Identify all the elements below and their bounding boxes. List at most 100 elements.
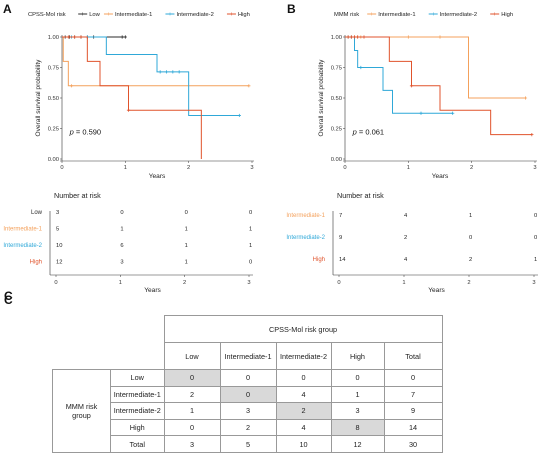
risk-value: 9	[339, 235, 342, 241]
crosstab-cell: 7	[384, 386, 442, 403]
censor-mark	[362, 35, 365, 38]
x-tick-label: 0	[60, 165, 63, 171]
y-tick-label: 0.50	[48, 96, 59, 102]
crosstab-cell: 4	[276, 419, 331, 436]
crosstab-corner	[53, 316, 111, 343]
crosstab-cell: 0	[331, 370, 384, 387]
x-tick-label: 3	[533, 165, 536, 171]
risk-value: 0	[120, 210, 123, 216]
risk-row-label: Intermediate-2	[3, 243, 42, 249]
x-axis-title: Years	[149, 173, 166, 180]
crosstab-blank	[53, 343, 111, 370]
risk-x-tick-label: 1	[119, 280, 122, 286]
km-plot-a: CPSS-Mol risk + Low + Intermediate-1 + Interme…	[28, 12, 254, 180]
crosstab-table: CPSS-Mol risk group Low Intermediate-1 I…	[52, 315, 443, 453]
legend-entry: Low	[89, 12, 100, 18]
km-figure: A CPSS-Mol risk + Low + Intermediate-1 + Inter…	[0, 0, 550, 300]
crosstab-cell: 9	[384, 403, 442, 420]
legend-swatch-plus: +	[107, 12, 111, 18]
crosstab-header-row: Low Intermediate-1 Intermediate-2 High T…	[53, 343, 443, 370]
risk-x-tick-label: 3	[247, 280, 250, 286]
y-tick-label: 0.75	[48, 66, 59, 72]
censor-mark	[410, 84, 413, 87]
censor-mark	[359, 66, 362, 69]
crosstab-row-label: Intermediate-2	[111, 403, 165, 420]
crosstab-row-group: MMM risk group	[53, 370, 111, 453]
risk-value: 0	[534, 213, 537, 219]
risk-row-label: Intermediate-2	[286, 235, 325, 241]
risk-value: 1	[469, 213, 472, 219]
risk-value: 10	[56, 243, 62, 249]
crosstab-cell: 14	[384, 419, 442, 436]
risk-value: 12	[56, 260, 62, 266]
risk-value: 5	[56, 227, 59, 233]
crosstab-cell-diagonal: 0	[164, 370, 220, 387]
crosstab-cell: 3	[331, 403, 384, 420]
crosstab-row: Total 3 5 10 12 30	[53, 436, 443, 453]
x-tick-label: 0	[343, 165, 346, 171]
risk-value: 1	[534, 257, 537, 263]
risk-x-tick-label: 0	[54, 280, 57, 286]
crosstab-col-header: Intermediate-2	[276, 343, 331, 370]
censor-mark	[350, 35, 353, 38]
crosstab-cell-diagonal: 8	[331, 419, 384, 436]
risk-value: 0	[469, 235, 472, 241]
risk-table-b: Number at riskIntermediate-1 7 4 1 0Intermed…	[286, 191, 538, 294]
crosstab-cell: 3	[220, 403, 276, 420]
x-tick-label: 1	[124, 165, 127, 171]
y-tick-label: 0.50	[331, 96, 342, 102]
risk-x-axis-title: Years	[428, 287, 445, 294]
crosstab-cell: 0	[384, 370, 442, 387]
censor-mark	[73, 35, 76, 38]
risk-value: 7	[339, 213, 342, 219]
y-tick-label: 0.00	[331, 157, 342, 163]
risk-table-a: Number at risk Low 3 0 0 0 Intermediate-1 5 1 1 1 I…	[3, 191, 253, 294]
risk-x-tick-label: 1	[402, 280, 405, 286]
crosstab-row: Intermediate-2 1 3 2 3 9	[53, 403, 443, 420]
crosstab-row-label: Intermediate-1	[111, 386, 165, 403]
y-tick-label: 1.00	[331, 35, 342, 41]
crosstab-cell-diagonal: 0	[220, 386, 276, 403]
risk-value: 3	[120, 260, 123, 266]
y-tick-label: 0.25	[48, 127, 59, 133]
y-tick-label: 0.00	[48, 157, 59, 163]
legend-swatch-plus: +	[230, 12, 234, 18]
risk-title: Number at risk	[54, 191, 101, 200]
censor-mark	[127, 109, 130, 112]
risk-value: 0	[185, 210, 188, 216]
legend-swatch-plus: +	[431, 12, 435, 18]
crosstab-row: High 0 2 4 8 14	[53, 419, 443, 436]
legend-swatch-plus: +	[81, 12, 85, 18]
risk-value: 0	[249, 260, 252, 266]
risk-value: 1	[249, 227, 252, 233]
legend-swatch-plus: +	[168, 12, 172, 18]
x-tick-label: 2	[187, 165, 190, 171]
panel-c-label-holder: C	[0, 290, 20, 310]
risk-value: 14	[339, 257, 346, 263]
x-tick-label: 2	[470, 165, 473, 171]
km-plot-b: MMM risk + Intermediate-1 + Intermediate-2 + H…	[318, 12, 537, 180]
censor-mark	[121, 35, 124, 38]
censor-mark	[165, 70, 168, 73]
risk-title: Number at risk	[337, 191, 384, 200]
x-tick-label: 3	[250, 165, 253, 171]
crosstab-col-group: CPSS-Mol risk group	[164, 316, 442, 343]
crosstab-cell: 0	[220, 370, 276, 387]
risk-value: 4	[404, 257, 408, 263]
crosstab-row: Intermediate-1 2 0 4 1 7	[53, 386, 443, 403]
legend-entry: Intermediate-2	[440, 12, 477, 18]
crosstab-cell: 30	[384, 436, 442, 453]
risk-value: 1	[185, 227, 188, 233]
crosstab-corner-2	[111, 316, 165, 343]
risk-x-tick-label: 2	[467, 280, 470, 286]
crosstab-row-group-line: group	[53, 411, 110, 420]
crosstab-row: MMM risk group Low 0 0 0 0 0	[53, 370, 443, 387]
crosstab-cell: 5	[220, 436, 276, 453]
crosstab-blank	[111, 343, 165, 370]
risk-row-label: Low	[31, 210, 43, 216]
risk-x-axis-title: Years	[144, 287, 161, 294]
crosstab-cell: 1	[164, 403, 220, 420]
crosstab-cell-diagonal: 2	[276, 403, 331, 420]
censor-mark	[171, 70, 174, 73]
risk-row-label: High	[313, 257, 325, 263]
